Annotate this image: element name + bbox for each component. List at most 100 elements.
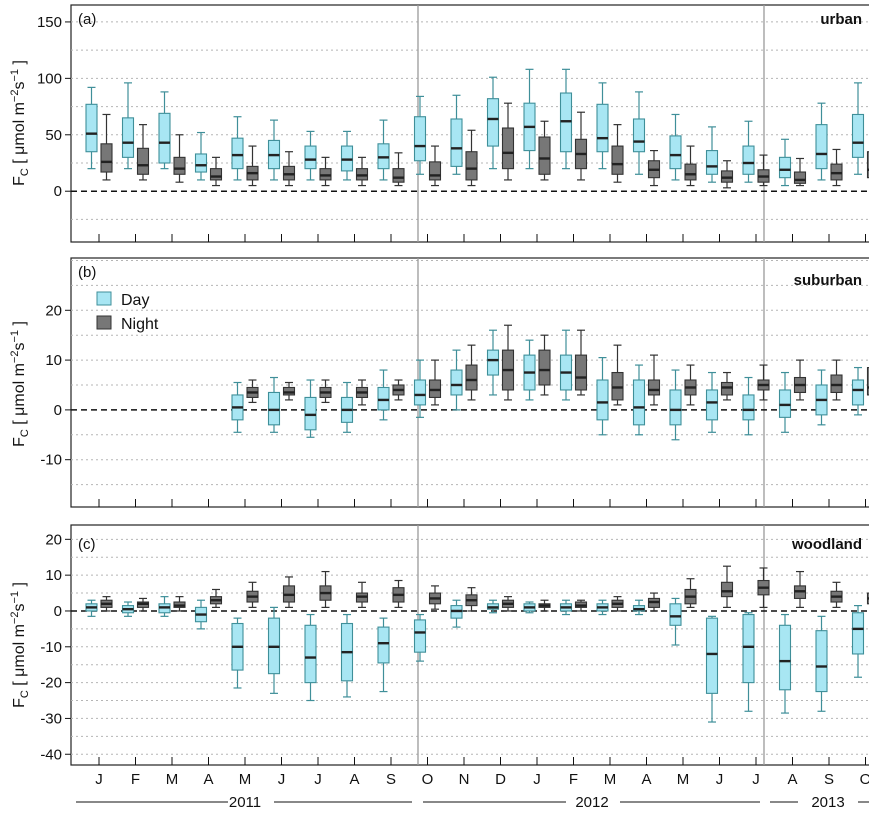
- day-box: [158, 596, 171, 617]
- box-iqr: [778, 389, 792, 418]
- month-label: A: [349, 771, 359, 788]
- panel-suburban: -10 0 10 20 (b) suburban Day Night FC [ μmo…: [9, 257, 869, 508]
- day-box: [851, 366, 865, 416]
- night-box: [684, 364, 697, 406]
- month-label: M: [239, 771, 252, 788]
- day-box: [815, 615, 828, 712]
- night-box: [501, 596, 515, 612]
- night-box: [647, 354, 661, 406]
- night-box: [465, 129, 478, 187]
- day-box: [413, 95, 427, 175]
- day-box: [596, 82, 609, 170]
- night-box: [574, 329, 588, 396]
- night-box: [209, 588, 223, 608]
- day-box: [267, 119, 281, 181]
- box-iqr: [596, 103, 609, 153]
- day-box: [559, 329, 573, 401]
- day-box: [231, 116, 244, 181]
- night-box: [100, 113, 113, 181]
- month-label: O: [860, 771, 869, 788]
- night-box: [501, 102, 515, 181]
- y-tick-label: 20: [45, 302, 62, 319]
- day-box: [267, 376, 281, 433]
- box-iqr: [851, 113, 865, 158]
- panel-frame: [70, 524, 869, 766]
- month-label: M: [677, 771, 690, 788]
- day-box: [778, 371, 792, 433]
- night-box: [501, 324, 515, 401]
- box-iqr: [209, 168, 223, 181]
- y-tick-label: 0: [54, 183, 62, 200]
- day-box: [85, 86, 98, 170]
- night-box: [611, 344, 624, 406]
- night-box: [173, 134, 186, 183]
- box-iqr: [377, 386, 390, 411]
- day-box: [742, 120, 755, 183]
- box-iqr: [173, 156, 186, 175]
- day-box: [450, 94, 463, 175]
- night-box: [574, 111, 588, 181]
- box-iqr: [669, 603, 682, 626]
- month-label: F: [131, 771, 140, 788]
- month-label: S: [824, 771, 834, 788]
- box-iqr: [377, 626, 390, 664]
- month-label: F: [569, 771, 578, 788]
- y-tick-label: 0: [54, 402, 62, 419]
- night-box: [136, 597, 150, 612]
- night-box: [757, 154, 770, 187]
- box-iqr: [538, 136, 551, 175]
- day-box: [705, 371, 719, 433]
- day-box: [377, 617, 390, 693]
- box-iqr: [851, 379, 865, 406]
- box-iqr: [596, 379, 609, 421]
- day-box: [450, 599, 463, 628]
- night-box: [319, 379, 332, 404]
- month-label: O: [422, 771, 434, 788]
- day-box: [304, 613, 317, 702]
- box-iqr: [705, 150, 719, 175]
- box-iqr: [851, 612, 865, 655]
- box-iqr: [705, 389, 719, 421]
- panel-tag: (c): [78, 536, 96, 553]
- month-label: J: [95, 771, 103, 788]
- night-box: [319, 570, 332, 608]
- year-label-2012: 2012: [575, 794, 608, 811]
- night-box: [720, 371, 734, 401]
- box-iqr: [538, 349, 551, 386]
- box-iqr: [486, 98, 500, 147]
- y-tick-label: 50: [45, 127, 62, 144]
- site-label: urban: [820, 11, 862, 28]
- y-tick-label: -40: [40, 746, 62, 763]
- box-iqr: [574, 354, 588, 391]
- box-iqr: [866, 367, 869, 396]
- night-box: [136, 124, 150, 181]
- day-box: [705, 615, 719, 723]
- y-tick-label: 0: [54, 603, 62, 620]
- day-box: [121, 82, 135, 170]
- box-iqr: [720, 581, 734, 598]
- box-iqr: [413, 116, 427, 162]
- y-axis-label: FC [ μmol m−2s−1 ]: [9, 60, 31, 186]
- legend: Day Night: [96, 291, 159, 333]
- day-box: [340, 381, 354, 433]
- day-box: [304, 130, 317, 181]
- box-iqr: [413, 619, 427, 653]
- day-box: [523, 601, 536, 614]
- box-iqr: [304, 396, 317, 431]
- box-iqr: [85, 103, 98, 153]
- night-box: [282, 576, 296, 608]
- box-iqr: [304, 145, 317, 170]
- day-box: [523, 339, 536, 401]
- night-box: [611, 124, 624, 183]
- box-iqr: [669, 135, 682, 170]
- box-iqr: [742, 145, 755, 175]
- y-tick-label: 100: [37, 70, 62, 87]
- box-iqr: [267, 391, 281, 426]
- day-box: [596, 599, 609, 616]
- box-iqr: [720, 381, 734, 396]
- box-iqr: [465, 151, 478, 181]
- night-box: [793, 359, 807, 401]
- night-box: [830, 359, 843, 401]
- night-box: [538, 599, 551, 612]
- day-box: [669, 597, 682, 646]
